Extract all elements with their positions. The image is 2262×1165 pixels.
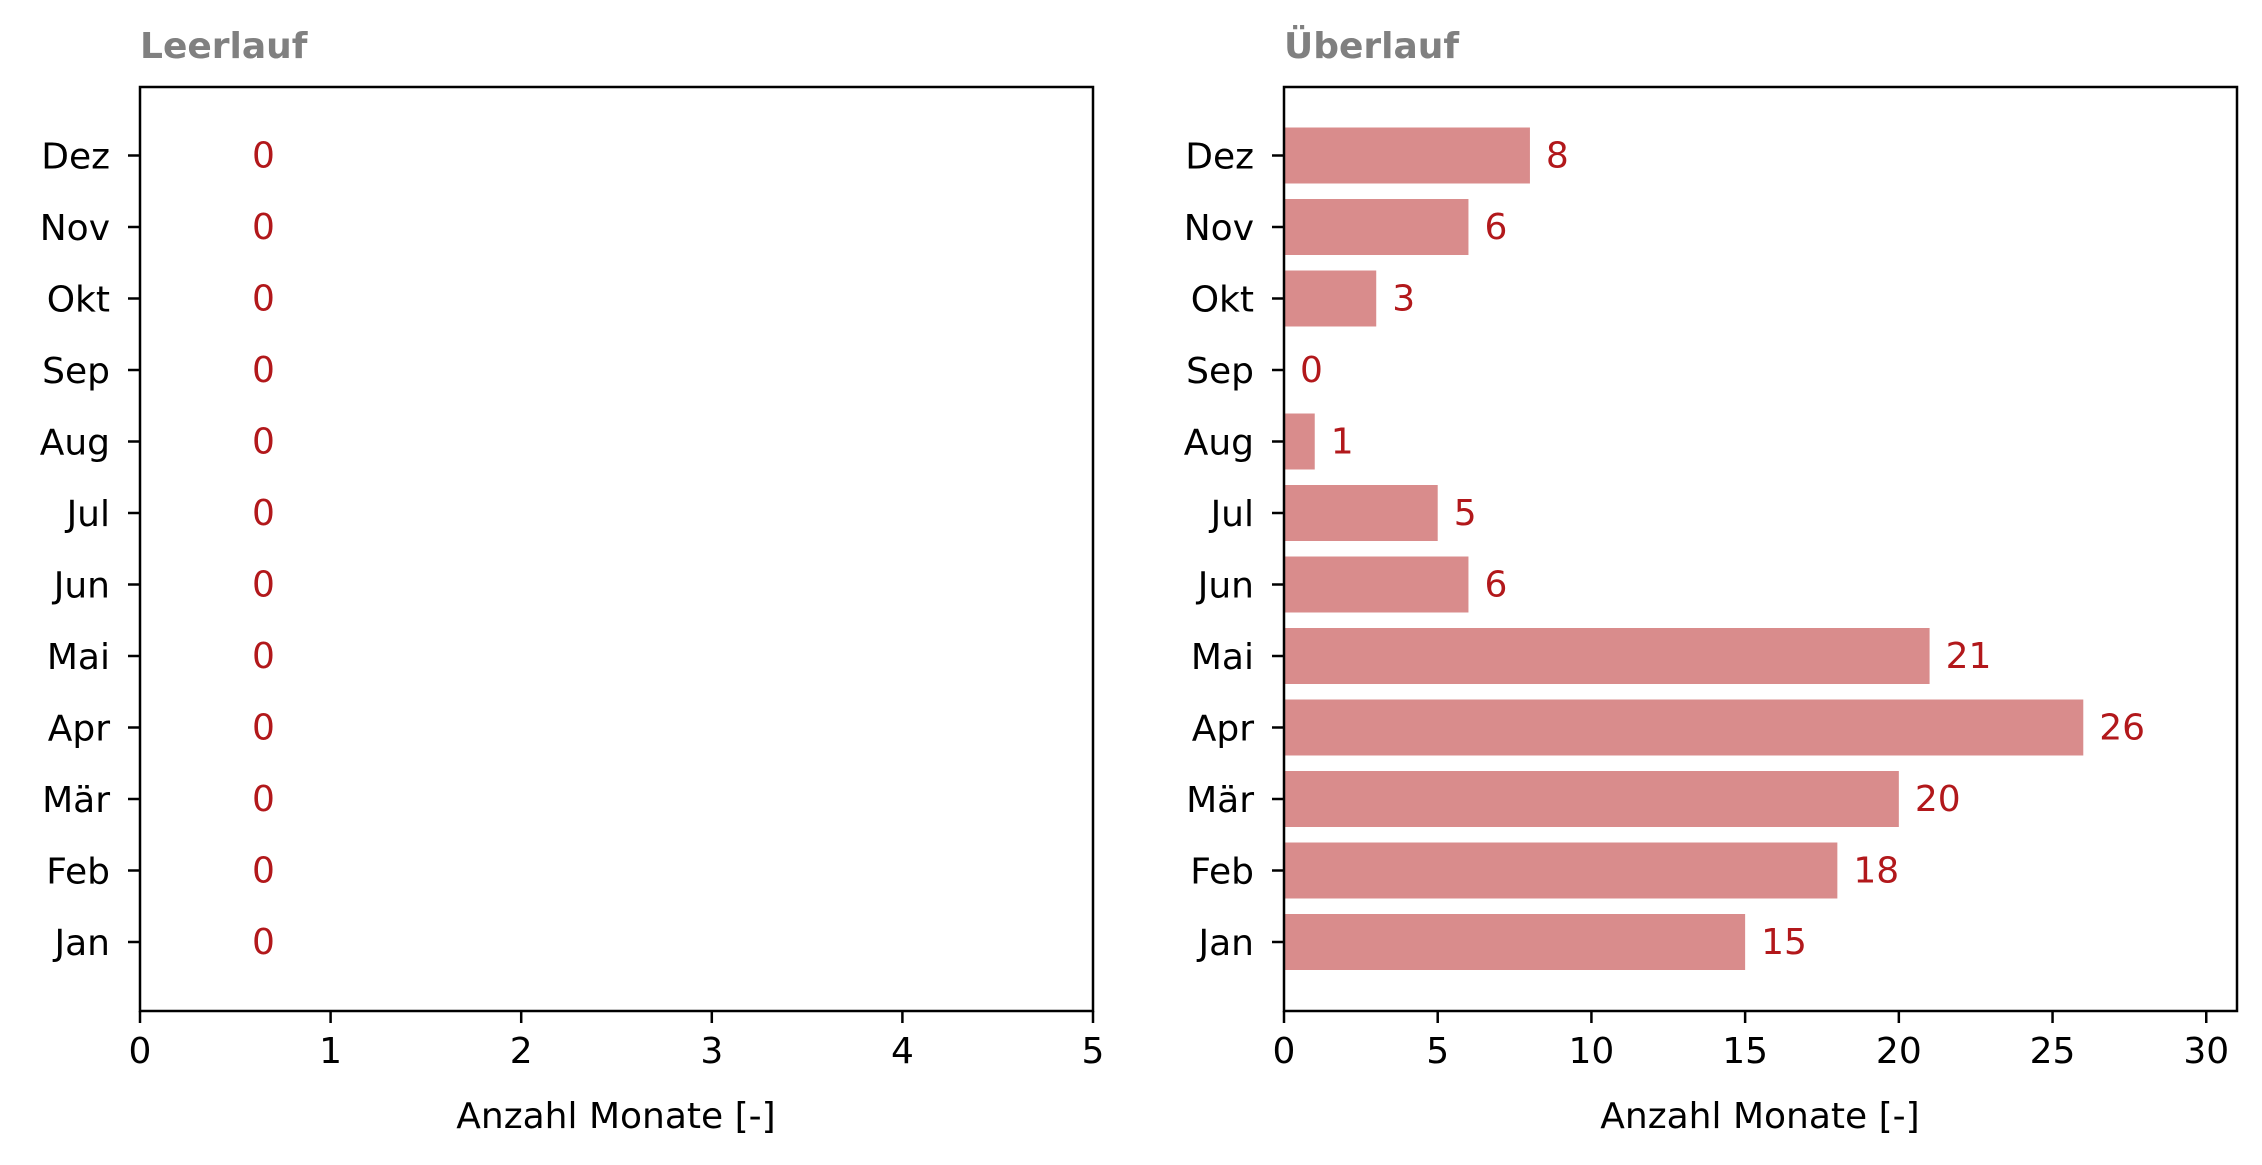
y-tick-label-jan: Jan xyxy=(1197,923,1255,964)
y-tick-label-okt: Okt xyxy=(47,280,110,321)
data-label-dez: 0 xyxy=(252,136,275,177)
y-tick-label-feb: Feb xyxy=(1190,852,1254,893)
bar-jun xyxy=(1284,556,1469,613)
x-tick-label-2: 2 xyxy=(510,1031,533,1072)
data-label-jul: 5 xyxy=(1454,493,1477,534)
data-label-nov: 6 xyxy=(1484,207,1507,248)
y-tick-label-mär: Mär xyxy=(1186,780,1254,821)
x-tick-label-5: 5 xyxy=(1082,1031,1105,1072)
bar-mär xyxy=(1284,771,1899,827)
y-tick-label-mär: Mär xyxy=(42,780,110,821)
data-label-jun: 0 xyxy=(252,565,275,606)
data-label-feb: 18 xyxy=(1853,851,1899,892)
y-tick-label-mai: Mai xyxy=(47,637,110,678)
y-tick-label-aug: Aug xyxy=(40,423,110,464)
data-label-jul: 0 xyxy=(252,493,275,534)
y-tick-label-nov: Nov xyxy=(40,208,110,249)
bar-okt xyxy=(1284,270,1377,327)
y-tick-label-dez: Dez xyxy=(1185,137,1254,178)
data-label-aug: 0 xyxy=(252,422,275,463)
y-tick-label-dez: Dez xyxy=(41,137,110,178)
bar-jan xyxy=(1284,914,1746,970)
x-axis-label-leerlauf: Anzahl Monate [-] xyxy=(456,1096,775,1137)
x-ticks-leerlauf: 0 1 2 3 4 5 xyxy=(129,1011,1105,1072)
bar-mai xyxy=(1284,628,1930,684)
data-label-aug: 1 xyxy=(1331,422,1354,463)
bar-dez xyxy=(1284,127,1530,184)
data-label-mär: 0 xyxy=(252,779,275,820)
data-label-feb: 0 xyxy=(252,851,275,892)
x-tick-label-5: 5 xyxy=(1426,1031,1449,1072)
y-tick-label-mai: Mai xyxy=(1191,637,1254,678)
bar-jul xyxy=(1284,485,1438,541)
y-tick-label-apr: Apr xyxy=(48,709,110,750)
y-tick-label-jun: Jun xyxy=(1196,566,1254,607)
bar-feb xyxy=(1284,842,1838,899)
x-tick-label-10: 10 xyxy=(1569,1031,1615,1072)
data-label-mär: 20 xyxy=(1915,779,1961,820)
x-tick-label-30: 30 xyxy=(2183,1031,2229,1072)
data-label-sep: 0 xyxy=(252,350,275,391)
y-tick-label-sep: Sep xyxy=(42,351,110,392)
data-label-jan: 0 xyxy=(252,922,275,963)
x-tick-label-4: 4 xyxy=(891,1031,914,1072)
y-ticks-leerlauf: Jan Feb Mär Apr Mai Jun Jul Aug Sep Okt Nov Dez xyxy=(40,137,140,964)
bar-aug xyxy=(1284,413,1315,470)
data-label-nov: 0 xyxy=(252,207,275,248)
x-tick-label-3: 3 xyxy=(700,1031,723,1072)
x-tick-label-15: 15 xyxy=(1722,1031,1768,1072)
data-label-jan: 15 xyxy=(1761,922,1807,963)
plot-frame-leerlauf xyxy=(138,85,1095,1013)
x-tick-label-25: 25 xyxy=(2030,1031,2076,1072)
y-tick-label-jul: Jul xyxy=(65,494,110,535)
y-tick-label-aug: Aug xyxy=(1184,423,1254,464)
y-tick-label-jun: Jun xyxy=(52,566,110,607)
data-label-mai: 0 xyxy=(252,636,275,677)
y-tick-label-sep: Sep xyxy=(1186,351,1254,392)
data-label-sep: 0 xyxy=(1300,350,1323,391)
data-labels-leerlauf: 0 0 0 0 0 0 0 0 0 0 0 0 xyxy=(252,136,275,964)
y-tick-label-jul: Jul xyxy=(1209,494,1254,535)
panel-leerlauf: Leerlauf 0 0 0 0 0 0 0 0 0 0 0 0 Jan Feb Mär Apr Mai Jun… xyxy=(40,26,1105,1137)
panel-title-ueberlauf: Überlauf xyxy=(1284,25,1459,67)
data-label-dez: 8 xyxy=(1546,136,1569,177)
x-tick-label-20: 20 xyxy=(1876,1031,1922,1072)
x-tick-label-1: 1 xyxy=(319,1031,342,1072)
bar-nov xyxy=(1284,199,1469,255)
data-label-apr: 0 xyxy=(252,708,275,749)
y-ticks-ueberlauf: Jan Feb Mär Apr Mai Jun Jul Aug Sep Okt Nov Dez xyxy=(1184,137,1284,964)
y-tick-label-feb: Feb xyxy=(46,852,110,893)
plot-frame-ueberlauf xyxy=(1282,85,2239,1013)
y-tick-label-apr: Apr xyxy=(1192,709,1254,750)
bar-apr xyxy=(1284,699,2084,756)
data-label-mai: 21 xyxy=(1946,636,1992,677)
x-tick-label-0: 0 xyxy=(129,1031,152,1072)
data-label-jun: 6 xyxy=(1484,565,1507,606)
panel-title-leerlauf: Leerlauf xyxy=(140,26,308,67)
data-label-okt: 0 xyxy=(252,279,275,320)
bars-ueberlauf xyxy=(1284,127,2084,970)
x-ticks-ueberlauf: 0 5 10 15 20 25 30 xyxy=(1273,1011,2229,1072)
x-tick-label-0: 0 xyxy=(1273,1031,1296,1072)
y-tick-label-okt: Okt xyxy=(1191,280,1254,321)
y-tick-label-nov: Nov xyxy=(1184,208,1254,249)
data-label-apr: 26 xyxy=(2099,708,2145,749)
data-label-okt: 3 xyxy=(1392,279,1415,320)
y-tick-label-jan: Jan xyxy=(53,923,111,964)
x-axis-label-ueberlauf: Anzahl Monate [-] xyxy=(1600,1096,1919,1137)
